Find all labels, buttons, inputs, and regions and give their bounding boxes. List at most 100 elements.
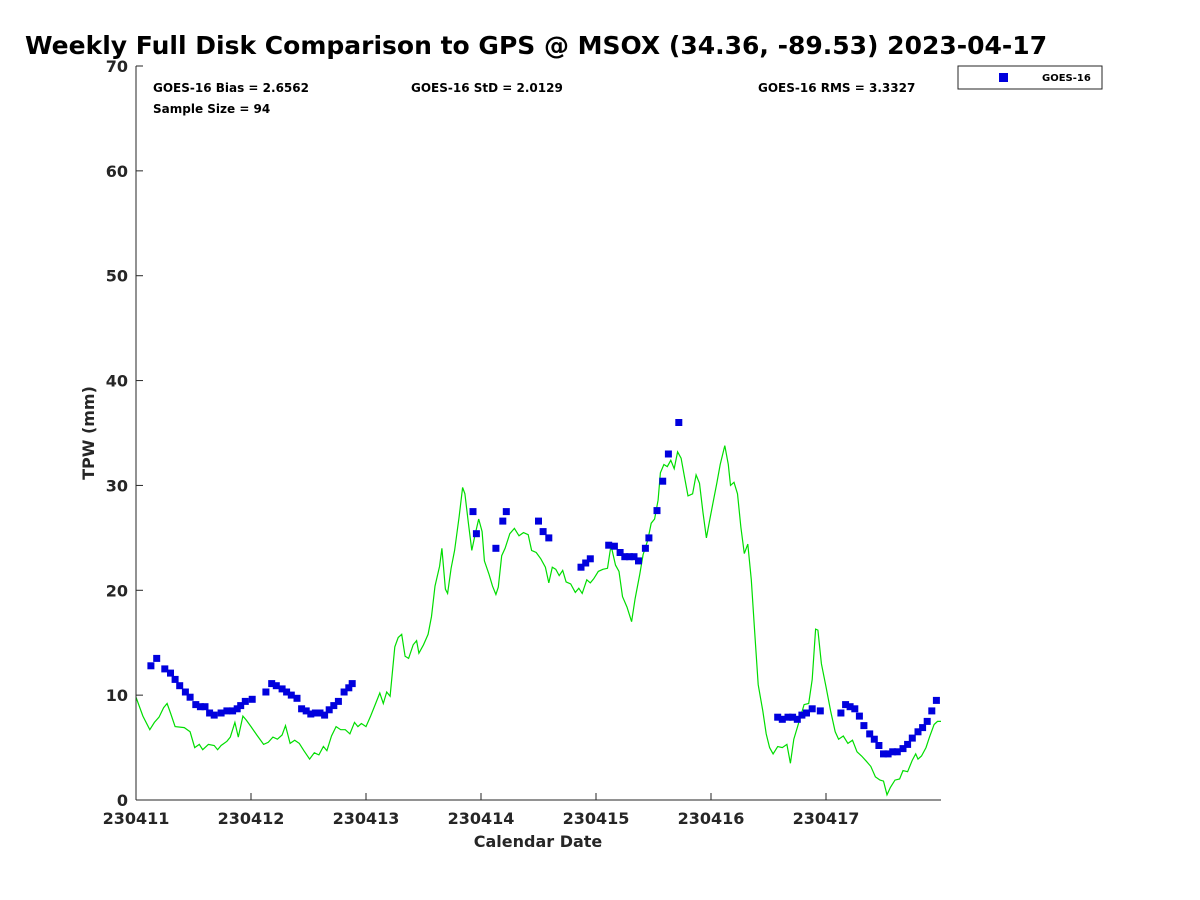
goes16-point xyxy=(774,713,782,721)
goes16-point xyxy=(334,697,342,705)
goes16-point xyxy=(919,724,927,732)
goes16-point xyxy=(248,695,256,703)
x-tick-label: 230411 xyxy=(103,809,170,828)
goes16-point xyxy=(904,740,912,748)
goes16-point xyxy=(237,702,245,710)
goes16-marker-series xyxy=(147,419,940,758)
goes16-point xyxy=(793,715,801,723)
goes16-point xyxy=(210,711,218,719)
y-axis-ticks: 0 10 20 30 40 50 60 70 xyxy=(106,57,143,810)
goes16-point xyxy=(502,508,510,516)
goes16-point xyxy=(605,541,613,549)
goes16-point xyxy=(889,748,897,756)
goes16-point xyxy=(499,517,507,525)
goes16-point xyxy=(675,419,683,426)
goes16-point xyxy=(789,713,797,721)
goes16-point xyxy=(311,709,319,717)
goes16-point xyxy=(539,528,547,536)
goes16-point xyxy=(635,557,642,565)
x-tick-label: 230412 xyxy=(218,809,285,828)
goes16-point xyxy=(186,693,194,701)
goes16-point xyxy=(842,701,850,709)
goes16-point xyxy=(803,709,810,717)
goes16-point xyxy=(206,709,214,717)
goes16-point xyxy=(345,684,353,692)
goes16-point xyxy=(860,722,868,730)
goes16-point xyxy=(610,542,618,550)
goes16-point xyxy=(348,680,356,688)
chart-title: Weekly Full Disk Comparison to GPS @ MSO… xyxy=(25,31,1047,60)
goes16-point xyxy=(241,697,249,705)
goes16-point xyxy=(875,742,883,749)
x-tick-label: 230413 xyxy=(333,809,400,828)
goes16-point xyxy=(893,748,901,756)
goes16-point xyxy=(582,559,590,567)
y-tick-label: 0 xyxy=(117,791,128,810)
goes16-point xyxy=(196,703,204,711)
goes16-point xyxy=(217,709,225,717)
goes16-point xyxy=(870,735,878,743)
sample-size-stat: Sample Size = 94 xyxy=(153,102,270,116)
goes16-point xyxy=(816,707,824,715)
gps-line xyxy=(135,445,941,797)
goes16-point xyxy=(855,712,863,720)
legend-marker xyxy=(999,73,1008,82)
goes16-point xyxy=(616,549,624,556)
goes16-point xyxy=(851,705,859,713)
goes16-point xyxy=(171,675,179,683)
goes16-point xyxy=(272,682,280,690)
goes16-point xyxy=(472,530,480,538)
goes16-point xyxy=(798,711,806,719)
goes16-point xyxy=(268,680,276,688)
goes16-point xyxy=(880,750,887,758)
goes16-point xyxy=(621,553,629,561)
goes16-point xyxy=(287,691,295,699)
y-tick-label: 30 xyxy=(106,476,128,495)
goes16-point xyxy=(167,669,174,677)
goes16-point xyxy=(325,706,333,714)
goes16-point xyxy=(808,705,816,713)
goes16-point xyxy=(928,707,936,715)
goes16-point xyxy=(316,709,324,717)
gps-line-series xyxy=(135,445,941,797)
bias-stat: GOES-16 Bias = 2.6562 xyxy=(153,81,309,95)
std-stat: GOES-16 StD = 2.0129 xyxy=(411,81,563,95)
goes16-point xyxy=(161,665,169,673)
goes16-point xyxy=(923,717,931,725)
goes16-point xyxy=(837,709,845,717)
goes16-point xyxy=(293,694,301,702)
goes16-point xyxy=(778,715,786,723)
x-axis-label: Calendar Date xyxy=(474,832,603,851)
goes16-point xyxy=(545,534,553,542)
goes16-point xyxy=(147,662,155,670)
goes16-point xyxy=(586,555,594,563)
goes16-point xyxy=(664,450,672,458)
goes16-point xyxy=(340,688,348,696)
legend-entry-goes16: GOES-16 xyxy=(1042,73,1091,84)
goes16-point xyxy=(884,750,892,758)
goes16-point xyxy=(577,563,585,571)
y-tick-label: 70 xyxy=(106,57,128,76)
x-tick-label: 230414 xyxy=(448,809,515,828)
goes16-point xyxy=(223,707,231,715)
goes16-point xyxy=(192,701,200,709)
goes16-point xyxy=(176,682,184,690)
goes16-point xyxy=(321,711,329,719)
goes16-point xyxy=(645,534,653,542)
goes16-point xyxy=(330,702,338,710)
goes16-point xyxy=(469,508,477,516)
goes16-point xyxy=(914,728,922,736)
goes16-point xyxy=(153,654,161,662)
x-axis-ticks: 230411 230412 230413 230414 230415 230416 2304… xyxy=(103,793,859,828)
goes16-point xyxy=(283,688,291,696)
goes16-point xyxy=(262,688,270,696)
x-tick-label: 230416 xyxy=(678,809,745,828)
goes16-point xyxy=(653,507,661,515)
goes16-point xyxy=(899,745,907,753)
y-tick-label: 60 xyxy=(106,162,128,181)
y-tick-label: 50 xyxy=(106,267,128,286)
goes16-point xyxy=(784,713,792,721)
goes16-point xyxy=(625,553,633,561)
goes16-point xyxy=(866,730,874,738)
